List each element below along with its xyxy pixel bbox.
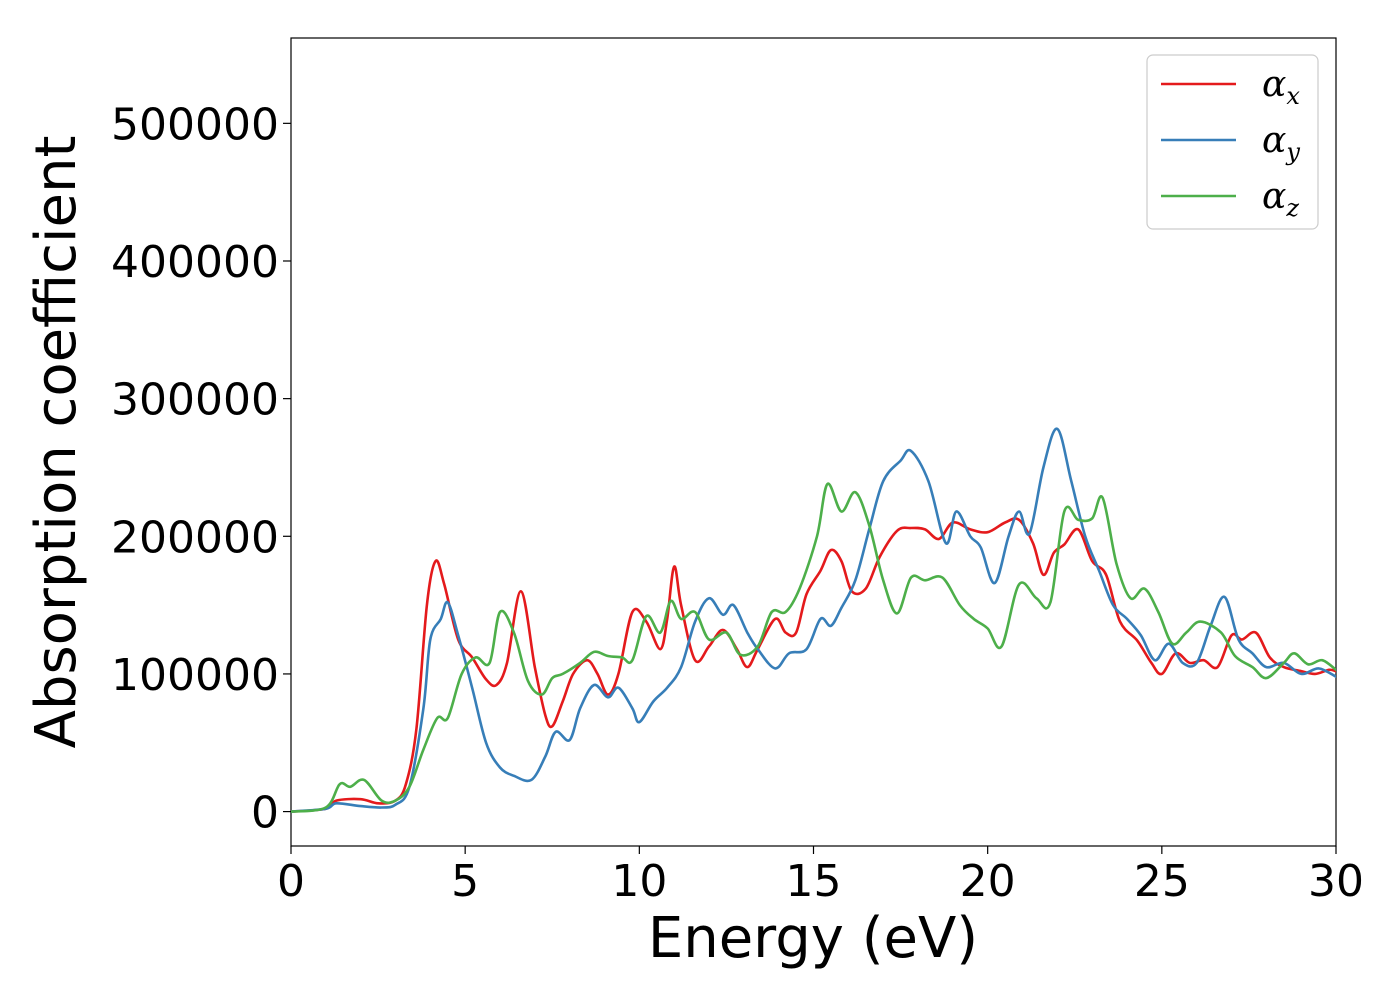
series-line-alpha-x	[291, 517, 1336, 813]
series-lines	[291, 427, 1336, 813]
x-tick-label: 20	[960, 856, 1016, 907]
legend-label-alpha-x: αx	[1262, 64, 1300, 110]
legend-label-alpha-z: αz	[1262, 176, 1299, 222]
x-axis-ticks: 0 5 10 15 20 25 30	[277, 846, 1364, 907]
x-tick-label: 0	[277, 856, 305, 907]
legend: αx αy αz	[1146, 54, 1319, 230]
series-line-alpha-z	[291, 482, 1336, 813]
y-axis-ticks: 0 100000 200000 300000 400000 500000	[111, 99, 291, 839]
x-axis-label: Energy (eV)	[648, 906, 978, 971]
legend-box	[1146, 54, 1319, 230]
legend-label-alpha-y: αy	[1262, 120, 1300, 166]
y-tick-label: 100000	[111, 650, 279, 701]
y-tick-label: 400000	[111, 237, 279, 288]
x-tick-label: 30	[1308, 856, 1364, 907]
x-tick-label: 25	[1134, 856, 1190, 907]
y-tick-label: 300000	[111, 375, 279, 426]
y-tick-label: 200000	[111, 512, 279, 563]
series-line-alpha-y	[291, 427, 1336, 813]
y-axis-label: Absorption coefficient	[24, 136, 89, 749]
x-tick-label: 15	[786, 856, 842, 907]
x-tick-label: 10	[611, 856, 667, 907]
y-tick-label: 0	[251, 788, 279, 839]
x-tick-label: 5	[451, 856, 479, 907]
y-tick-label: 500000	[111, 99, 279, 150]
